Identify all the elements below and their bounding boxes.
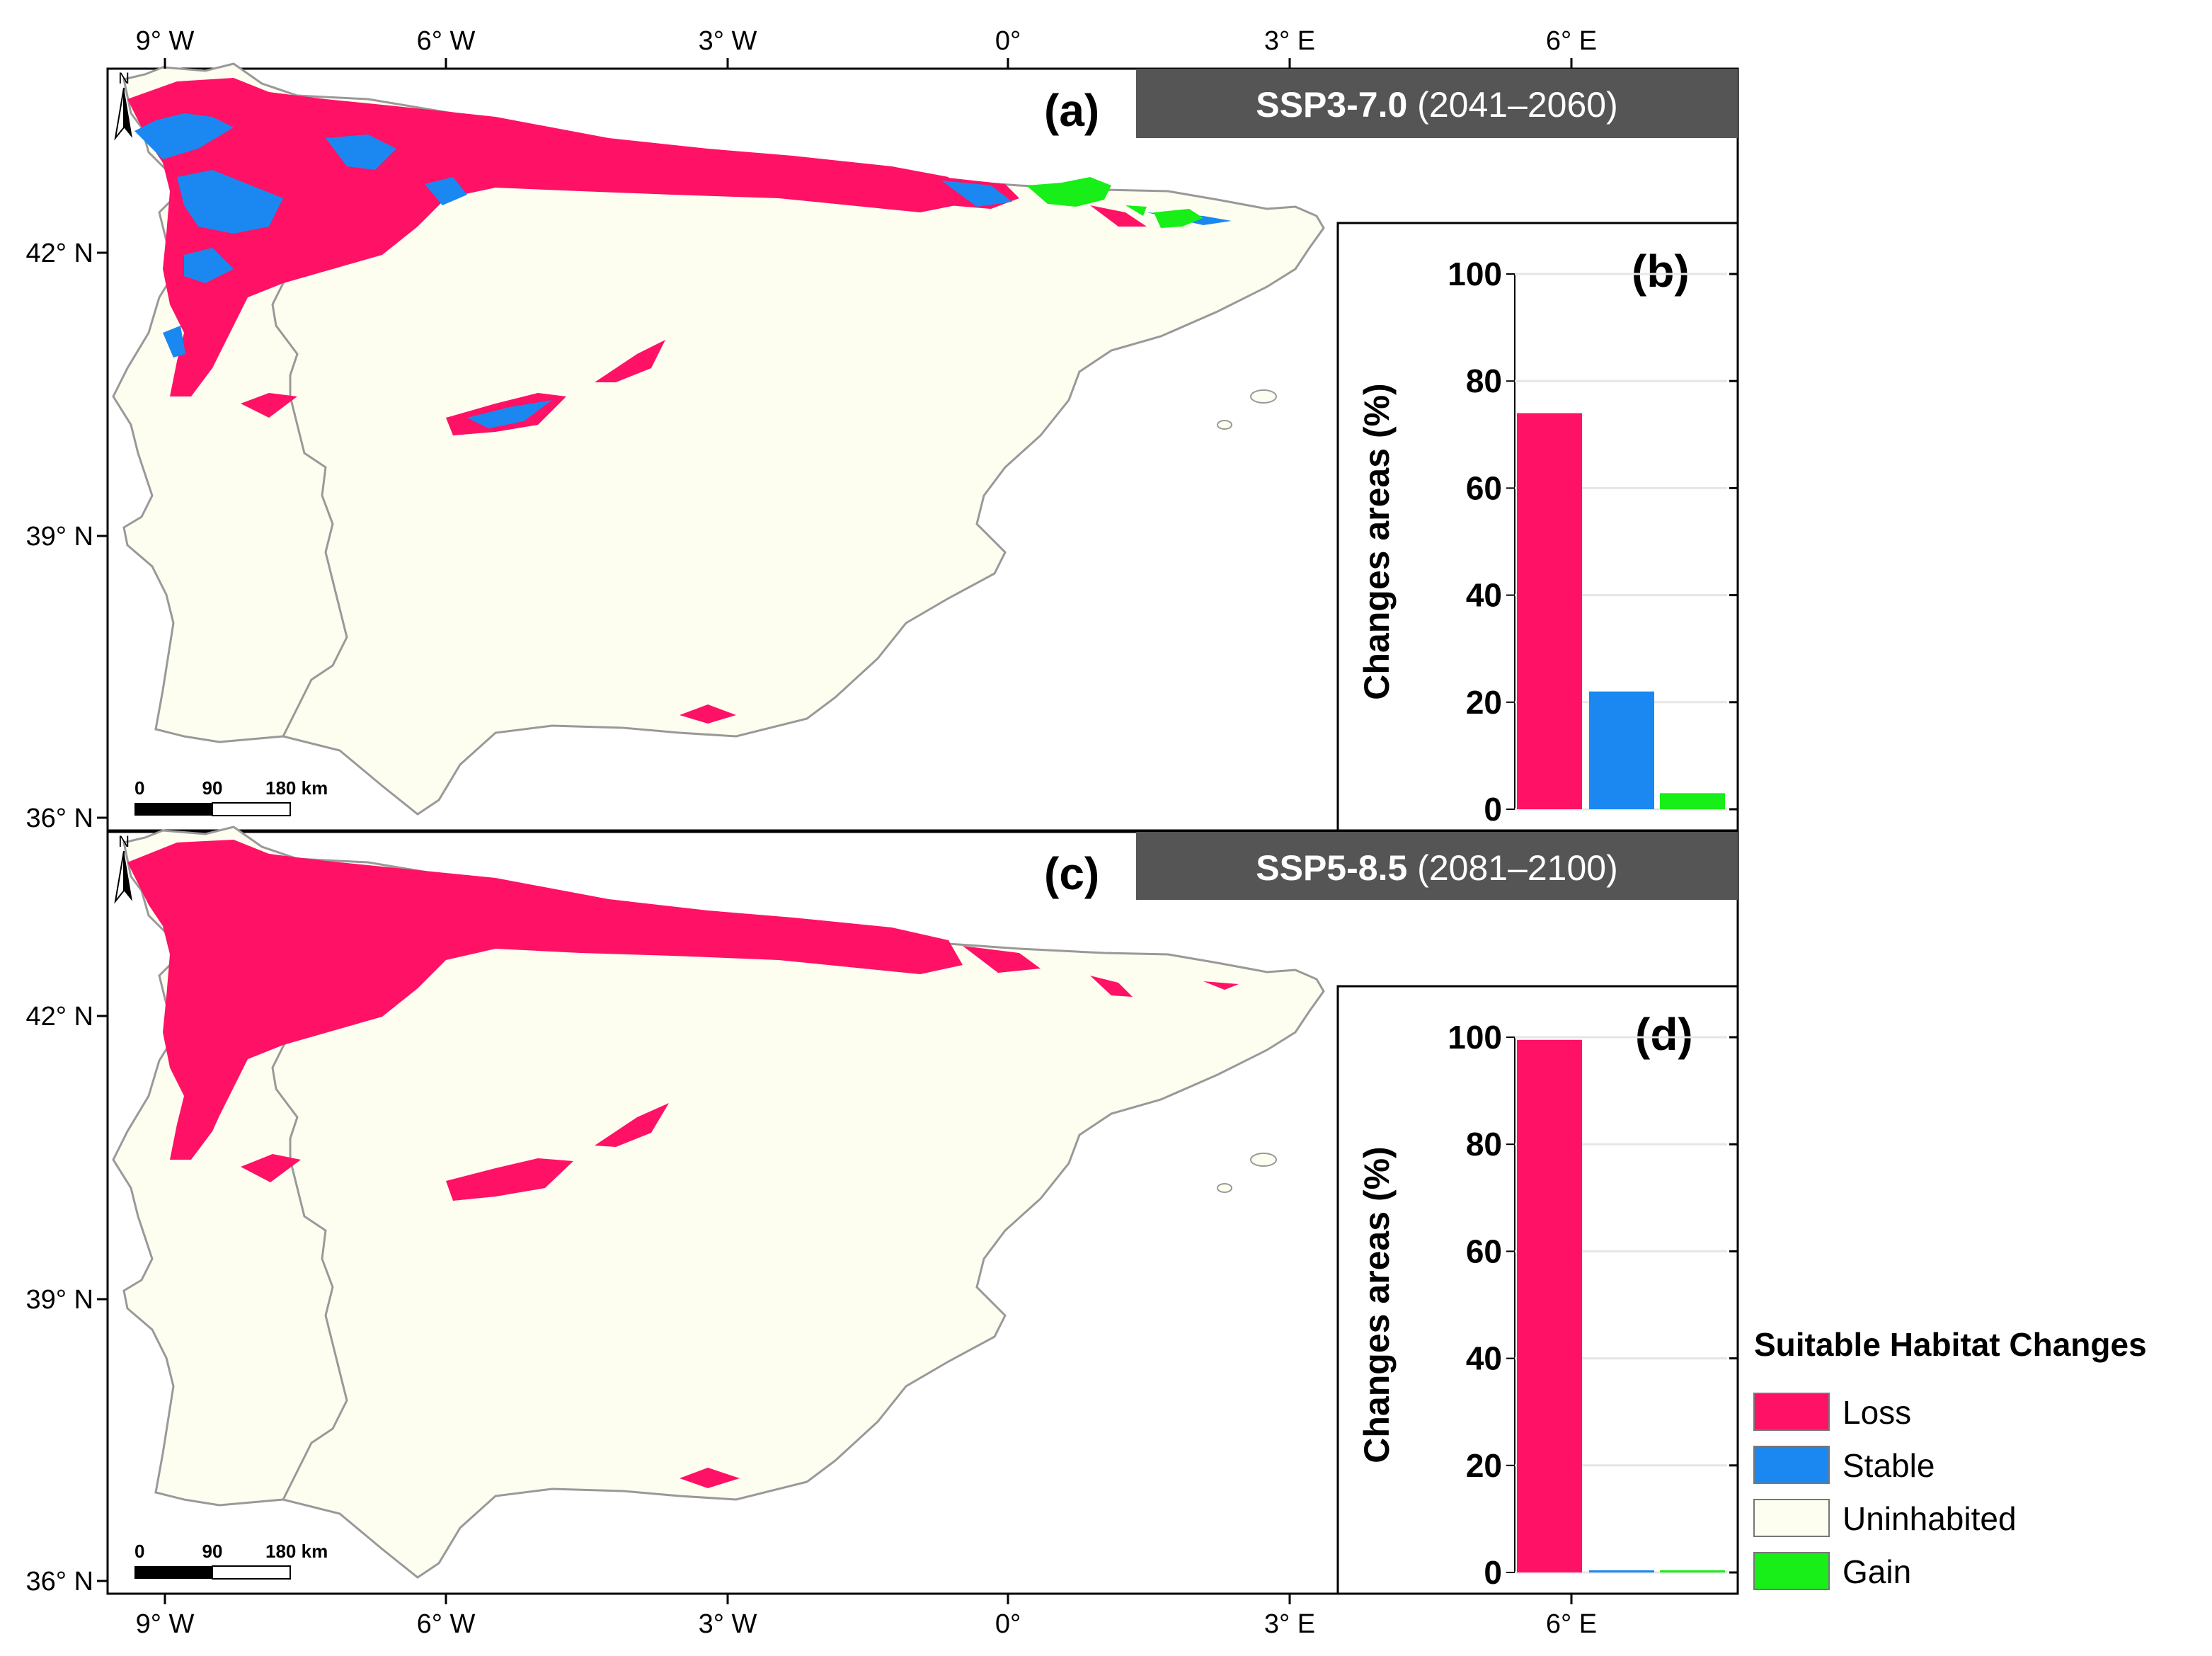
legend-swatch	[1753, 1446, 1830, 1484]
y-tick-label: 80	[1466, 1126, 1502, 1163]
chart-tag-b: (b)	[1632, 246, 1690, 297]
scale-bar: 0 90 180 km	[134, 777, 328, 816]
legend-label: Loss	[1843, 1394, 1911, 1431]
habitat-gain-region	[1026, 177, 1203, 228]
y-tick-label: 60	[1466, 1233, 1502, 1269]
lat-tick-label: 42° N	[26, 1002, 93, 1032]
scale-label: 90	[202, 777, 223, 799]
y-tick-label: 0	[1484, 1554, 1502, 1591]
legend-label: Stable	[1843, 1447, 1935, 1484]
legend-label: Gain	[1843, 1553, 1911, 1590]
chart-tag-d: (d)	[1635, 1009, 1693, 1060]
bar-stable	[1589, 691, 1654, 809]
y-tick-label: 80	[1466, 362, 1502, 399]
bars	[1517, 1039, 1725, 1572]
scale-label: 90	[202, 1541, 223, 1562]
habitat-loss-region	[127, 840, 1239, 1488]
habitat-stable-region	[134, 113, 1232, 428]
lon-tick-label: 3° E	[1264, 26, 1315, 56]
bars	[1517, 413, 1725, 809]
scenario-banner-c: SSP5-8.5 (2081–2100)	[1136, 832, 1738, 900]
svg-text:SSP3-7.0 (2041–2060): SSP3-7.0 (2041–2060)	[1256, 85, 1618, 125]
legend-swatch	[1753, 1499, 1830, 1537]
legend-item-gain: Gain	[1753, 1552, 1911, 1590]
lon-tick-label: 0°	[995, 26, 1021, 56]
y-tick-label: 60	[1466, 469, 1502, 506]
north-letter: N	[118, 69, 130, 87]
scenario-name: SSP5-8.5	[1256, 848, 1407, 888]
lon-tick-label: 6° E	[1546, 1609, 1597, 1639]
scale-label: 0	[134, 1541, 144, 1562]
iberian-peninsula-map	[112, 62, 1325, 816]
lat-tick-labels: 42° N 39° N 36° N 42° N 39° N 36° N	[26, 239, 93, 1597]
y-tick-label: 40	[1466, 577, 1502, 614]
axis-ticks	[97, 58, 1573, 1604]
y-axis-label: Changes areas (%)	[1357, 383, 1397, 699]
bar-stable	[1589, 1570, 1654, 1572]
lon-tick-label: 9° W	[136, 1609, 195, 1639]
lat-tick-label: 39° N	[26, 522, 93, 552]
y-tick-label: 100	[1448, 256, 1502, 292]
scale-label: 0	[134, 777, 144, 799]
legend-item-uninhabited: Uninhabited	[1753, 1499, 2017, 1537]
lon-tick-label: 3° E	[1264, 1609, 1315, 1639]
legend-item-stable: Stable	[1753, 1446, 1935, 1484]
y-axis-label: Changes areas (%)	[1357, 1146, 1397, 1463]
legend-item-loss: Loss	[1753, 1393, 1911, 1431]
bar-loss	[1517, 1039, 1582, 1572]
lon-tick-label: 6° W	[417, 26, 476, 56]
bar-gain	[1660, 793, 1725, 809]
legend: Suitable Habitat Changes Loss Stable Uni…	[1753, 1326, 2147, 1590]
legend-swatch	[1753, 1552, 1830, 1590]
legend-swatch	[1753, 1393, 1830, 1431]
y-tick-labels: 0 20 40 60 80 100	[1448, 1019, 1502, 1591]
scale-bar: 0 90 180 km	[134, 1541, 328, 1580]
svg-text:SSP5-8.5 (2081–2100): SSP5-8.5 (2081–2100)	[1256, 848, 1618, 888]
y-tick-labels: 0 20 40 60 80 100	[1448, 256, 1502, 828]
scenario-name: SSP3-7.0	[1256, 85, 1407, 125]
lat-tick-label: 42° N	[26, 239, 93, 268]
lon-tick-label: 0°	[995, 1609, 1021, 1639]
bar-loss	[1517, 413, 1582, 809]
lon-tick-labels-top: 9° W 6° W 3° W 0° 3° E 6° E	[136, 26, 1598, 56]
lon-tick-label: 6° E	[1546, 26, 1597, 56]
scenario-banner-a: SSP3-7.0 (2041–2060)	[1136, 69, 1738, 138]
y-tick-label: 20	[1466, 1447, 1502, 1484]
y-tick-label: 100	[1448, 1019, 1502, 1056]
lon-tick-label: 6° W	[417, 1609, 476, 1639]
lat-tick-label: 39° N	[26, 1285, 93, 1315]
bar-gain	[1660, 1570, 1725, 1572]
y-tick-label: 40	[1466, 1340, 1502, 1377]
scale-label: 180 km	[265, 777, 328, 799]
scenario-period: (2041–2060)	[1417, 85, 1618, 125]
panel-tag-c: (c)	[1044, 848, 1099, 899]
bar-chart-d: (d) Changes areas (%) 0 20 40 60 80 100	[1336, 985, 1739, 1595]
lon-tick-label: 3° W	[699, 1609, 757, 1639]
legend-label: Uninhabited	[1843, 1500, 2017, 1537]
y-tick-label: 0	[1484, 791, 1502, 828]
legend-title: Suitable Habitat Changes	[1754, 1326, 2147, 1363]
scenario-period: (2081–2100)	[1417, 848, 1618, 888]
scale-label: 180 km	[265, 1541, 328, 1562]
lon-tick-label: 3° W	[699, 26, 757, 56]
north-arrow-icon: N	[114, 69, 132, 141]
north-arrow-icon: N	[114, 833, 132, 904]
lat-tick-label: 36° N	[26, 804, 93, 833]
y-tick-label: 20	[1466, 684, 1502, 721]
bar-chart-b: (b) Changes areas (%) 0 20 40 60 80 100	[1336, 222, 1739, 832]
lon-tick-labels-bottom: 9° W 6° W 3° W 0° 3° E 6° E	[136, 1609, 1598, 1639]
lon-tick-label: 9° W	[136, 26, 195, 56]
lat-tick-label: 36° N	[26, 1567, 93, 1597]
north-letter: N	[118, 833, 130, 850]
iberian-peninsula-map	[112, 826, 1325, 1579]
panel-tag-a: (a)	[1044, 85, 1099, 136]
